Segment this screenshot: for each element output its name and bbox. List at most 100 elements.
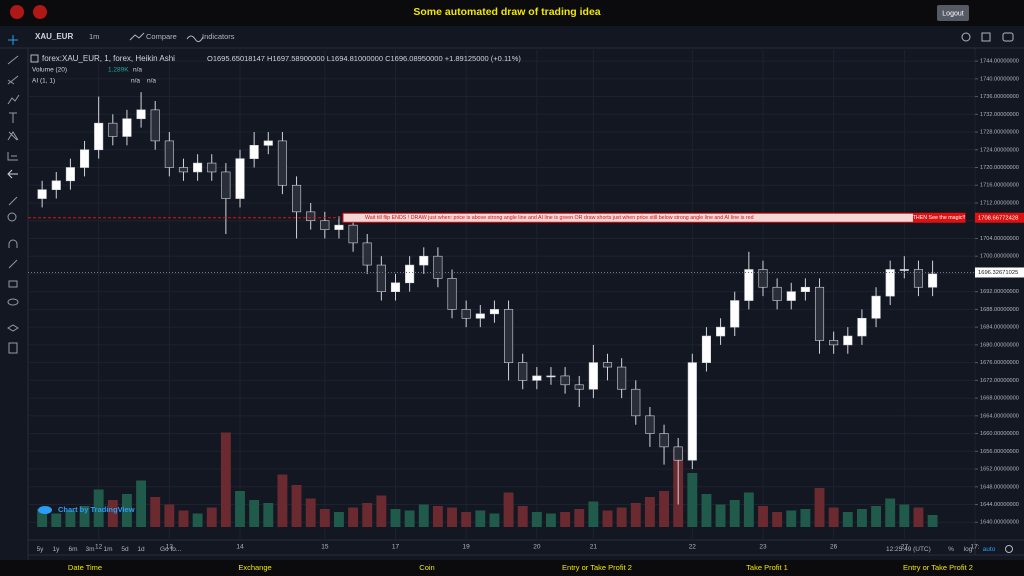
brush-tool[interactable] [8,196,18,206]
x-tick-label: 19 [463,544,471,551]
candle-body [249,145,259,159]
y-tick-label: 1660.00000000 [980,431,1019,437]
y-tick-label: 1644.00000000 [980,502,1019,508]
range-button[interactable]: 5y [37,546,45,553]
y-tick-label: 1640.00000000 [980,520,1019,526]
y-tick-label: 1656.00000000 [980,449,1019,455]
volume-bar [588,501,599,527]
footer-label: Coin [419,563,434,572]
fullscreen-icon[interactable] [981,32,991,42]
x-tick-label: 26 [830,544,838,551]
volume-bar [51,513,62,527]
volume-bar [503,492,514,527]
percent-button[interactable]: % [948,546,954,553]
footer-label: Entry or Take Profit 2 [903,563,973,572]
candle-body [913,269,924,288]
x-tick-label: 13 [166,544,174,551]
drawing-mode-tool[interactable] [8,259,18,269]
y-tick-label: 1700.00000000 [980,254,1019,260]
logout-button[interactable] [937,5,969,21]
settings-icon[interactable] [961,32,971,42]
candle-body [518,362,528,381]
volume-bar [574,509,585,527]
magnet-tool[interactable] [8,239,18,248]
indicators-button[interactable]: Indicators [202,32,235,41]
y-tick-label: 1684.00000000 [980,325,1019,331]
snapshot-icon[interactable] [1002,32,1014,42]
volume-bar [616,507,627,527]
candle-body [108,122,118,137]
volume-bar [150,497,161,527]
volume-bar [772,512,783,527]
line-tool[interactable] [7,55,19,65]
candle-body [829,340,839,346]
x-tick-label: 17: [970,544,979,551]
candle-body [122,118,132,137]
pattern-tool[interactable] [7,94,20,105]
measure-tool[interactable] [7,152,18,161]
compare-button[interactable]: Compare [146,32,177,41]
x-tick-label: 20 [533,544,541,551]
candle-body [843,335,853,346]
volume-bar [277,474,288,527]
visibility-tool[interactable] [7,298,19,306]
interval[interactable]: 1m [89,32,99,41]
range-button[interactable]: 1y [53,546,61,553]
volume-bar [121,494,132,527]
x-tick-label: 22 [689,544,697,551]
current-price-label: 1696.32671025 [978,270,1018,276]
range-button[interactable]: 3m [85,546,94,553]
volume-bar [404,510,415,527]
volume-bar [701,494,712,527]
range-button[interactable]: 6m [68,546,77,553]
trash-tool[interactable] [8,342,18,354]
text-tool[interactable] [9,112,17,123]
left-toolbar [7,35,20,354]
candle-body [716,326,726,337]
candle-body [306,211,316,222]
zoom-tool[interactable] [7,212,17,222]
symbol[interactable]: XAU_EUR [35,32,73,41]
volume-bar [828,507,839,527]
layers-tool[interactable] [7,324,19,332]
footer [0,560,1024,576]
volume-bar [517,506,528,527]
candle-body [65,167,75,182]
back-tool[interactable] [7,169,18,179]
goto-button[interactable]: Go to... [160,546,182,553]
footer-label: Exchange [238,563,271,572]
crosshair-tool[interactable] [8,35,18,45]
log-button[interactable]: log [964,546,973,553]
shape-tool[interactable] [7,131,19,141]
y-tick-label: 1720.00000000 [980,165,1019,171]
clock: 12:25:49 (UTC) [886,546,931,553]
y-tick-label: 1732.00000000 [980,112,1019,118]
lock-tool[interactable] [8,280,18,288]
candle-body [730,300,740,328]
axis-settings-icon[interactable] [1005,545,1013,553]
volume-bar [786,510,797,527]
volume-bar [447,507,457,527]
range-button[interactable]: 1m [103,546,112,553]
range-button[interactable]: 5d [121,546,129,553]
fib-tool[interactable] [7,75,19,85]
volume-bar [729,500,740,527]
auto-button[interactable]: auto [983,546,996,553]
candle-body [899,269,909,271]
candle-body [475,313,485,319]
volume-bar [842,512,853,527]
candle-body [376,264,386,292]
volume-bar [489,513,500,527]
candle-body [94,122,104,151]
candle-body [546,375,556,378]
range-button[interactable]: 1d [137,546,145,553]
plot [28,50,976,540]
candle-body [673,446,683,461]
volume-bar [334,512,344,527]
candle-body [659,433,669,448]
candle-body [461,309,471,319]
y-tick-label: 1728.00000000 [980,130,1019,136]
volume-bar [79,506,90,527]
candle-body [334,224,344,230]
